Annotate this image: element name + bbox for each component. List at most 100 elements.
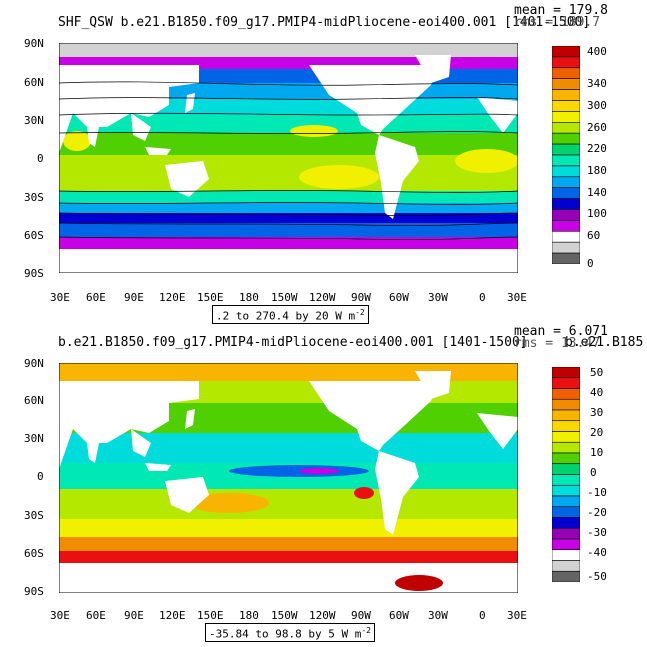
colorbar-tick: 0 [587, 257, 594, 270]
lon-label: 90W [351, 291, 371, 304]
land-eurasia [59, 65, 199, 127]
colorbar-swatch [552, 143, 580, 156]
rms-label: rms = 13.47 [514, 336, 601, 351]
colorbar-swatch [552, 89, 580, 101]
lat-label: 30N [24, 114, 44, 127]
band-arctic [59, 363, 518, 381]
land-masses [59, 371, 518, 535]
colorbar-swatch [552, 549, 580, 561]
band-antarctic [59, 249, 518, 273]
land-india [87, 127, 99, 147]
colorbar-tick: 10 [590, 446, 604, 459]
colorbar-swatch [552, 409, 580, 422]
colorbar-tick: -10 [587, 486, 607, 499]
panel-title: b.e21.B1850.f09_g17.PMIP4-midPliocene-eo… [58, 335, 528, 350]
lon-label: 150W [271, 609, 298, 622]
lon-label: 30W [428, 609, 448, 622]
colorbar [552, 46, 580, 264]
colorbar-swatch [552, 506, 580, 518]
colorbar-swatch [552, 252, 580, 264]
lon-label: 0 [479, 291, 486, 304]
colorbar-swatch [552, 165, 580, 178]
land-north-america [309, 65, 439, 129]
lon-label: 180 [239, 609, 259, 622]
max-s-atlantic [395, 575, 443, 591]
colorbar-tick: 300 [587, 99, 607, 112]
colorbar-swatch [552, 474, 580, 486]
land-africa-east [477, 97, 518, 133]
lon-label: 90E [124, 291, 144, 304]
land-indonesia [145, 147, 171, 155]
lon-label: 120E [159, 609, 186, 622]
lat-label: 30S [24, 509, 44, 522]
lon-label: 150W [271, 291, 298, 304]
colorbar-swatch [552, 420, 580, 432]
max-atlantic-s [455, 149, 518, 173]
colorbar-tick: 140 [587, 186, 607, 199]
colorbar-swatch [552, 538, 580, 551]
colorbar-swatch [552, 431, 580, 443]
colorbar-tick: 100 [587, 207, 607, 220]
colorbar-swatch [552, 527, 580, 540]
lat-label: 0 [37, 152, 44, 165]
lon-label: 120E [159, 291, 186, 304]
lon-label: 30W [428, 291, 448, 304]
colorbar-swatch [552, 220, 580, 232]
lon-label: 180 [239, 291, 259, 304]
band-70s [59, 237, 518, 249]
lon-label: 150E [197, 291, 224, 304]
colorbar-swatch [552, 517, 580, 529]
rms-overlap-text: b.e21.B185 [565, 335, 644, 350]
lat-label: 90N [24, 357, 44, 370]
mean-label: mean = 6.071 [514, 324, 608, 339]
colorbar-tick: 50 [590, 366, 604, 379]
band-50s [59, 213, 518, 223]
band-polar-n [59, 43, 518, 57]
panel-anomaly: b.e21.B1850.f09_g17.PMIP4-midPliocene-eo… [0, 323, 647, 647]
lon-label: 60W [389, 291, 409, 304]
colorbar-swatch [552, 132, 580, 145]
lon-label: 90E [124, 609, 144, 622]
lon-label: 150E [197, 609, 224, 622]
max-peru [354, 487, 374, 499]
panel-title: SHF_QSW b.e21.B1850.f09_g17.PMIP4-midPli… [58, 15, 591, 30]
max-pacific-ne [290, 125, 338, 137]
colorbar-tick: -30 [587, 526, 607, 539]
colorbar-swatch [552, 78, 580, 90]
land-masses [59, 55, 518, 219]
colorbar-swatch [552, 67, 580, 79]
mean-label: mean = 179.8 [514, 3, 608, 18]
colorbar-swatch [552, 187, 580, 199]
colorbar-swatch [552, 46, 580, 58]
lon-label: 90W [351, 609, 371, 622]
band-antarctic [59, 563, 518, 593]
colorbar-swatch [552, 570, 580, 582]
colorbar-tick: -40 [587, 546, 607, 559]
colorbar-swatch [552, 122, 580, 134]
colorbar-tick: 180 [587, 164, 607, 177]
lat-label: 0 [37, 470, 44, 483]
contour-range-label: -35.84 to 98.8 by 5 W m-2 [205, 623, 375, 642]
lon-label: 60E [86, 609, 106, 622]
panel-shortwave-flux: SHF_QSW b.e21.B1850.f09_g17.PMIP4-midPli… [0, 0, 647, 324]
lat-label: 60N [24, 394, 44, 407]
colorbar-swatch [552, 388, 580, 400]
lon-label: 0 [479, 609, 486, 622]
lat-label: 30N [24, 432, 44, 445]
max-tasman [189, 493, 269, 513]
colorbar-tick: 0 [590, 466, 597, 479]
lon-label: 60W [389, 609, 409, 622]
lat-label: 90N [24, 37, 44, 50]
colorbar-swatch [552, 377, 580, 389]
colorbar-swatch [552, 111, 580, 123]
lon-label: 120W [309, 291, 336, 304]
band-tropics-s [59, 155, 518, 191]
lon-label: 120W [309, 609, 336, 622]
lon-label: 30E [507, 291, 527, 304]
colorbar-swatch [552, 495, 580, 508]
lat-label: 90S [24, 585, 44, 598]
lat-label: 60N [24, 76, 44, 89]
max-pacific-se [299, 165, 379, 189]
lat-label: 30S [24, 191, 44, 204]
band-60s [59, 537, 518, 551]
